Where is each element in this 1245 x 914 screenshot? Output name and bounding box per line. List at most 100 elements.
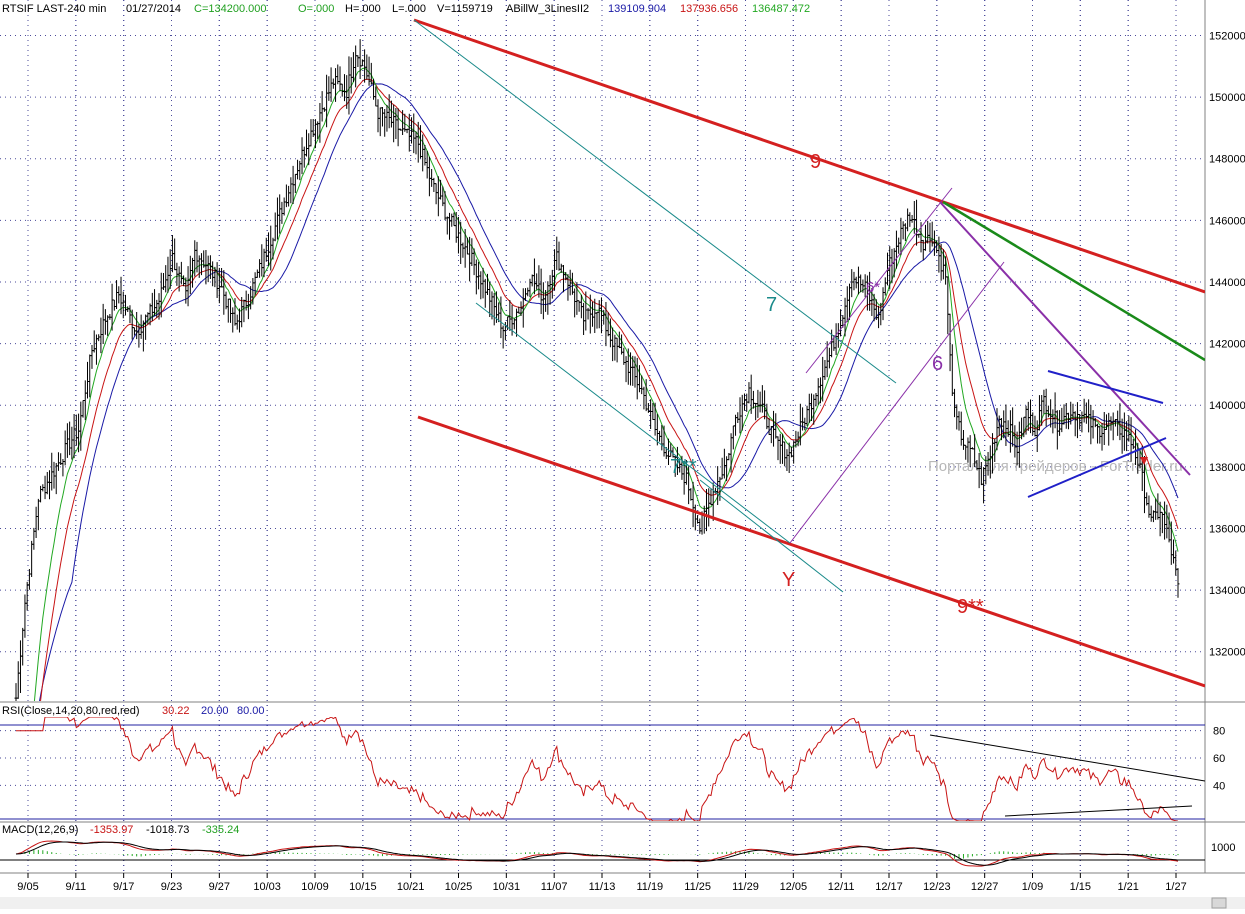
- macd-histogram: [19, 849, 1179, 859]
- price-tick-label: 142000: [1209, 339, 1245, 351]
- macd-label: MACD(12,26,9): [2, 824, 78, 836]
- time-tick-label: 11/19: [636, 881, 663, 893]
- header-open: O=.000: [298, 3, 334, 15]
- price-tick-label: 144000: [1209, 277, 1245, 289]
- time-tick-label: 9/11: [66, 881, 87, 893]
- macd-lines: [15, 840, 1179, 867]
- time-tick-label: 11/13: [589, 881, 616, 893]
- scrollbar-thumb[interactable]: [1211, 897, 1227, 909]
- channel-7-lower[interactable]: [475, 302, 791, 544]
- price-tick-label: 148000: [1209, 154, 1245, 166]
- ma-green-line: [33, 67, 1179, 701]
- chart-header: RTSIF LAST-240 min 01/27/2014 C=134200.0…: [2, 3, 810, 15]
- macd-value-2: -1018.73: [146, 824, 189, 836]
- rsi-value: 30.22: [162, 705, 190, 717]
- rsi-line: [16, 717, 1178, 821]
- rsi-high: 80.00: [237, 705, 265, 717]
- time-tick-label: 10/21: [397, 881, 425, 893]
- time-tick-label: 11/29: [732, 881, 759, 893]
- triangle-upper[interactable]: [1047, 370, 1164, 404]
- label-wave-7b: 7**: [670, 456, 697, 478]
- rsi-trendline-upper[interactable]: [929, 734, 1205, 782]
- header-indicator: ABillW_3LinesII2: [506, 3, 589, 15]
- label-wave-7: 7: [766, 294, 777, 316]
- header-ma-red: 137936.656: [680, 3, 738, 15]
- price-tick-label: 150000: [1209, 92, 1245, 104]
- price-tick-label: 136000: [1209, 523, 1245, 535]
- watermark: Портал для трейдеров - ForTrader.ru: [928, 458, 1183, 475]
- time-tick-label: 1/27: [1165, 881, 1186, 893]
- trendline-9-lower[interactable]: [417, 415, 1205, 688]
- ma-red-path: [40, 78, 1179, 701]
- time-tick-label: 1/09: [1022, 881, 1043, 893]
- label-wave-9b: 9**: [957, 596, 984, 618]
- rsi-tick-label: 40: [1213, 780, 1225, 792]
- header-close: C=134200.000: [194, 3, 266, 15]
- channel-7b[interactable]: [699, 479, 844, 593]
- header-ma-blue: 139109.904: [608, 3, 666, 15]
- trendline-9-upper[interactable]: [413, 18, 1205, 294]
- price-axis: 152000 150000 148000 146000 144000 142000 1400…: [1209, 30, 1245, 658]
- time-tick-label: 10/15: [349, 881, 377, 893]
- header-symbol: RTSIF LAST-240 min: [2, 3, 106, 15]
- horizontal-scrollbar[interactable]: [0, 897, 1245, 909]
- rsi-path: [16, 717, 1178, 821]
- channel-7-upper[interactable]: [413, 19, 897, 384]
- triangle-lower[interactable]: [1027, 437, 1167, 498]
- time-tick-label: 12/05: [780, 881, 808, 893]
- macd-line-path: [15, 841, 1179, 866]
- time-tick-label: 12/23: [923, 881, 951, 893]
- time-tick-label: 10/25: [445, 881, 473, 893]
- rsi-label: RSI(Close,14,20,80,red,red): [2, 705, 140, 717]
- label-wave-6: 6: [932, 353, 943, 375]
- time-tick-label: 12/11: [828, 881, 855, 893]
- time-tick-label: 10/31: [493, 881, 521, 893]
- rsi-header: RSI(Close,14,20,80,red,red) 30.22 20.00 …: [2, 705, 265, 717]
- rsi-trendline-lower[interactable]: [1004, 805, 1193, 817]
- time-tick-label: 11/25: [684, 881, 711, 893]
- trendline-purple[interactable]: [939, 201, 1191, 476]
- ma-blue-line: [39, 83, 1179, 701]
- channel-6-upper[interactable]: [805, 187, 953, 374]
- rsi-tick-label: 60: [1213, 753, 1225, 765]
- header-ma-green: 136487.472: [752, 3, 810, 15]
- time-tick-label: 9/23: [161, 881, 182, 893]
- trendline-green[interactable]: [942, 200, 1205, 362]
- rsi-axis: 80 60 40: [1213, 726, 1225, 793]
- time-axis: 9/05 9/11 9/17 9/23 9/27 10/03 10/09 10/15 10/21…: [17, 873, 1187, 893]
- time-tick-label: 9/05: [17, 881, 38, 893]
- price-tick-label: 152000: [1209, 30, 1245, 42]
- time-tick-label: 9/17: [113, 881, 134, 893]
- ma-green-path: [33, 67, 1179, 701]
- header-high: H=.000: [345, 3, 381, 15]
- price-tick-label: 140000: [1209, 400, 1245, 412]
- time-tick-label: 9/27: [209, 881, 230, 893]
- label-wave-9: 9: [810, 151, 821, 173]
- macd-value-3: -335.24: [202, 824, 239, 836]
- time-tick-label: 1/15: [1070, 881, 1091, 893]
- label-wave-6s: 6*: [866, 279, 880, 296]
- price-bars: [14, 39, 1180, 701]
- time-tick-label: 12/27: [971, 881, 999, 893]
- macd-tick-label: 1000: [1211, 842, 1235, 854]
- header-low: L=.000: [392, 3, 426, 15]
- macd-grid: [27, 0, 1177, 873]
- macd-header: MACD(12,26,9) -1353.97 -1018.73 -335.24: [2, 824, 239, 836]
- channel-6-lower[interactable]: [789, 261, 1005, 544]
- header-date: 01/27/2014: [126, 3, 181, 15]
- price-tick-label: 134000: [1209, 585, 1245, 597]
- time-tick-label: 10/09: [301, 881, 329, 893]
- header-volume: V=1159719: [437, 3, 493, 15]
- rsi-tick-label: 80: [1213, 726, 1225, 738]
- time-tick-label: 1/21: [1117, 881, 1138, 893]
- macd-axis: 1000: [1211, 842, 1235, 854]
- price-tick-label: 146000: [1209, 215, 1245, 227]
- label-wave-y: Y: [782, 569, 795, 591]
- ma-red-line: [40, 78, 1179, 701]
- time-tick-label: 11/07: [541, 881, 568, 893]
- price-tick-label: 138000: [1209, 462, 1245, 474]
- price-tick-label: 132000: [1209, 647, 1245, 659]
